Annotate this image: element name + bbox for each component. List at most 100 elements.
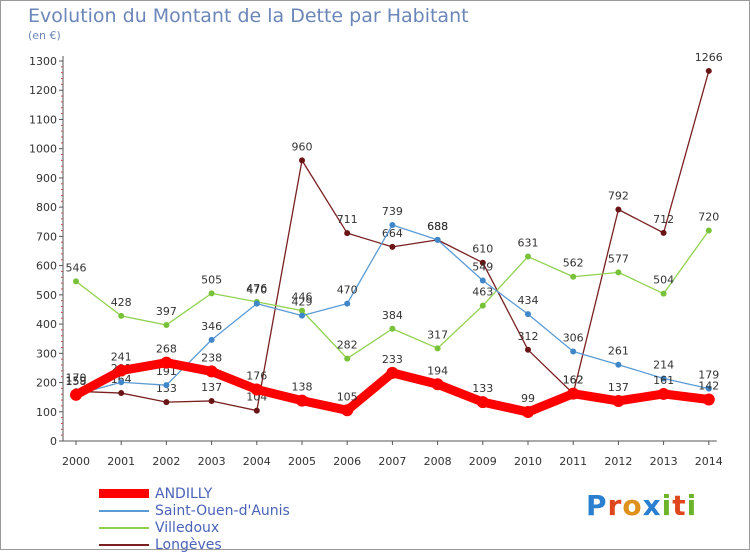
data-label-saint-ouen-d-aunis: 470 (337, 284, 358, 297)
data-label-andilly: 105 (337, 390, 358, 403)
legend-swatch (99, 526, 149, 529)
data-point-andilly (612, 394, 625, 407)
data-label-andilly: 162 (563, 374, 584, 387)
data-label-villedoux: 720 (698, 211, 719, 224)
data-point-long-ves (389, 243, 396, 250)
data-label-saint-ouen-d-aunis: 261 (608, 345, 629, 358)
x-tick-label: 2013 (650, 455, 678, 468)
legend-item-saint-ouen-d-aunis: Saint-Ouen-d'Aunis (99, 502, 290, 519)
data-label-villedoux: 463 (472, 286, 493, 299)
y-tick-label: 700 (36, 230, 57, 243)
y-tick-label: 0 (50, 435, 57, 448)
x-tick-label: 2014 (695, 455, 723, 468)
x-tick-label: 2009 (469, 455, 497, 468)
data-point-long-ves (660, 229, 667, 236)
x-tick-label: 2010 (514, 455, 542, 468)
data-point-saint-ouen-d-aunis (660, 375, 667, 382)
data-point-saint-ouen-d-aunis (434, 236, 441, 243)
y-tick-label: 200 (36, 377, 57, 390)
data-label-long-ves: 664 (382, 227, 403, 240)
legend-swatch (99, 489, 149, 498)
x-tick-label: 2002 (152, 455, 180, 468)
data-label-saint-ouen-d-aunis: 434 (518, 294, 539, 307)
logo-letter: P (586, 489, 608, 522)
data-point-villedoux (570, 273, 577, 280)
data-point-long-ves (344, 230, 351, 237)
logo-letter: o (622, 489, 643, 522)
y-tick-label: 1300 (29, 55, 57, 68)
data-point-andilly (205, 365, 218, 378)
data-label-villedoux: 505 (201, 273, 222, 286)
data-label-long-ves: 610 (472, 243, 493, 256)
legend-item-andilly: ANDILLY (99, 485, 290, 502)
data-label-villedoux: 546 (66, 261, 87, 274)
data-point-long-ves (525, 346, 531, 353)
data-point-saint-ouen-d-aunis (299, 312, 305, 319)
data-label-andilly: 99 (521, 392, 535, 405)
data-point-andilly (115, 364, 128, 377)
data-label-andilly: 161 (653, 374, 674, 387)
data-point-saint-ouen-d-aunis (705, 385, 712, 392)
legend-label: ANDILLY (155, 485, 213, 502)
x-tick-label: 2003 (198, 455, 226, 468)
data-label-andilly: 194 (427, 364, 448, 377)
data-label-long-ves: 792 (608, 189, 629, 202)
data-label-saint-ouen-d-aunis: 179 (698, 369, 719, 382)
proxiti-logo: Proxiti (586, 489, 697, 522)
data-point-saint-ouen-d-aunis (570, 348, 577, 355)
data-label-villedoux: 282 (337, 339, 358, 352)
x-tick-label: 2006 (333, 455, 361, 468)
legend-label: Saint-Ouen-d'Aunis (155, 502, 290, 519)
data-label-villedoux: 397 (156, 305, 177, 318)
y-tick-label: 400 (36, 318, 57, 331)
data-label-andilly: 176 (246, 370, 267, 383)
data-point-saint-ouen-d-aunis (253, 300, 260, 307)
data-label-villedoux: 504 (653, 274, 674, 287)
x-tick-label: 2004 (243, 455, 271, 468)
y-tick-label: 600 (36, 260, 57, 273)
x-tick-label: 2007 (378, 455, 406, 468)
data-label-saint-ouen-d-aunis: 306 (563, 332, 584, 345)
data-label-long-ves: 712 (653, 213, 674, 226)
data-label-long-ves: 688 (427, 220, 448, 233)
data-label-andilly: 238 (201, 351, 222, 364)
data-label-andilly: 137 (608, 381, 629, 394)
data-point-villedoux (434, 345, 441, 352)
chart-title: Evolution du Montant de la Dette par Hab… (28, 5, 469, 27)
data-point-andilly (70, 388, 82, 401)
y-tick-label: 500 (36, 289, 57, 302)
y-tick-label: 100 (36, 406, 57, 419)
data-point-andilly (522, 406, 534, 419)
data-point-saint-ouen-d-aunis (208, 336, 215, 343)
data-point-andilly (657, 387, 670, 400)
data-label-andilly: 138 (292, 381, 313, 394)
data-label-andilly: 142 (698, 379, 719, 392)
data-point-long-ves (208, 397, 215, 404)
data-point-villedoux (389, 325, 396, 332)
data-point-saint-ouen-d-aunis (344, 300, 351, 307)
data-point-long-ves (253, 407, 260, 414)
data-label-saint-ouen-d-aunis: 159 (66, 375, 87, 388)
logo-letter: i (661, 489, 673, 522)
data-point-long-ves (163, 399, 170, 406)
legend-swatch (99, 509, 149, 512)
data-label-saint-ouen-d-aunis: 549 (472, 261, 493, 274)
data-point-villedoux (525, 253, 531, 260)
data-point-villedoux (208, 290, 215, 297)
data-label-long-ves: 312 (518, 330, 539, 343)
y-tick-label: 1000 (29, 143, 57, 156)
legend-swatch (99, 543, 149, 546)
y-tick-label: 900 (36, 172, 57, 185)
legend-item-villedoux: Villedoux (99, 519, 290, 536)
data-point-saint-ouen-d-aunis (479, 277, 486, 284)
logo-letter: i (686, 489, 698, 522)
data-label-saint-ouen-d-aunis: 739 (382, 205, 403, 218)
data-label-villedoux: 317 (427, 328, 448, 341)
data-point-villedoux (705, 227, 712, 234)
data-label-andilly: 158 (66, 375, 87, 388)
data-point-villedoux (118, 312, 125, 319)
data-point-villedoux (615, 269, 622, 276)
data-point-andilly (567, 387, 580, 400)
data-label-villedoux: 446 (292, 291, 313, 304)
